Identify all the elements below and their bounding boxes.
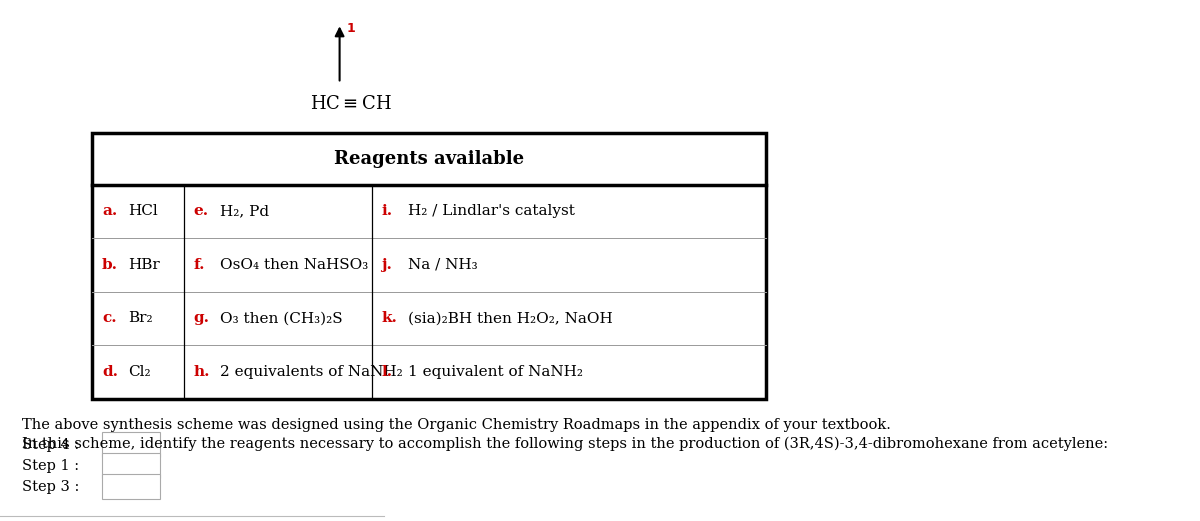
Text: a.: a.: [102, 204, 118, 218]
Text: Na / NH₃: Na / NH₃: [408, 258, 478, 272]
Text: k.: k.: [382, 312, 397, 325]
Bar: [102, 474, 160, 499]
Text: H₂, Pd: H₂, Pd: [220, 204, 269, 218]
Text: Cl₂: Cl₂: [128, 365, 151, 379]
Text: 1 equivalent of NaNH₂: 1 equivalent of NaNH₂: [408, 365, 583, 379]
Text: l.: l.: [382, 365, 392, 379]
Text: j.: j.: [382, 258, 392, 272]
Bar: [92, 133, 766, 399]
Text: e.: e.: [193, 204, 209, 218]
Text: Step 4 :: Step 4 :: [22, 438, 79, 452]
Text: Step 3 :: Step 3 :: [22, 480, 79, 493]
Text: 2 equivalents of NaNH₂: 2 equivalents of NaNH₂: [220, 365, 403, 379]
Text: HCl: HCl: [128, 204, 158, 218]
Text: c.: c.: [102, 312, 116, 325]
Text: g.: g.: [193, 312, 210, 325]
Text: O₃ then (CH₃)₂S: O₃ then (CH₃)₂S: [220, 312, 342, 325]
Text: The above synthesis scheme was designed using the Organic Chemistry Roadmaps in : The above synthesis scheme was designed …: [22, 418, 890, 432]
Text: f.: f.: [193, 258, 205, 272]
Text: d.: d.: [102, 365, 118, 379]
Text: H₂ / Lindlar's catalyst: H₂ / Lindlar's catalyst: [408, 204, 575, 218]
Text: Reagents available: Reagents available: [334, 150, 524, 168]
Text: 1: 1: [347, 22, 355, 35]
Bar: [102, 453, 160, 478]
Text: Br₂: Br₂: [128, 312, 154, 325]
Text: OsO₄ then NaHSO₃: OsO₄ then NaHSO₃: [220, 258, 368, 272]
Bar: [102, 432, 160, 457]
Text: b.: b.: [102, 258, 118, 272]
Text: i.: i.: [382, 204, 392, 218]
Text: In this scheme, identify the reagents necessary to accomplish the following step: In this scheme, identify the reagents ne…: [22, 437, 1108, 451]
Text: h.: h.: [193, 365, 210, 379]
Text: (sia)₂BH then H₂O₂, NaOH: (sia)₂BH then H₂O₂, NaOH: [408, 312, 612, 325]
Text: Step 1 :: Step 1 :: [22, 459, 79, 473]
Text: HC$\equiv$CH: HC$\equiv$CH: [310, 95, 391, 113]
Text: HBr: HBr: [128, 258, 160, 272]
